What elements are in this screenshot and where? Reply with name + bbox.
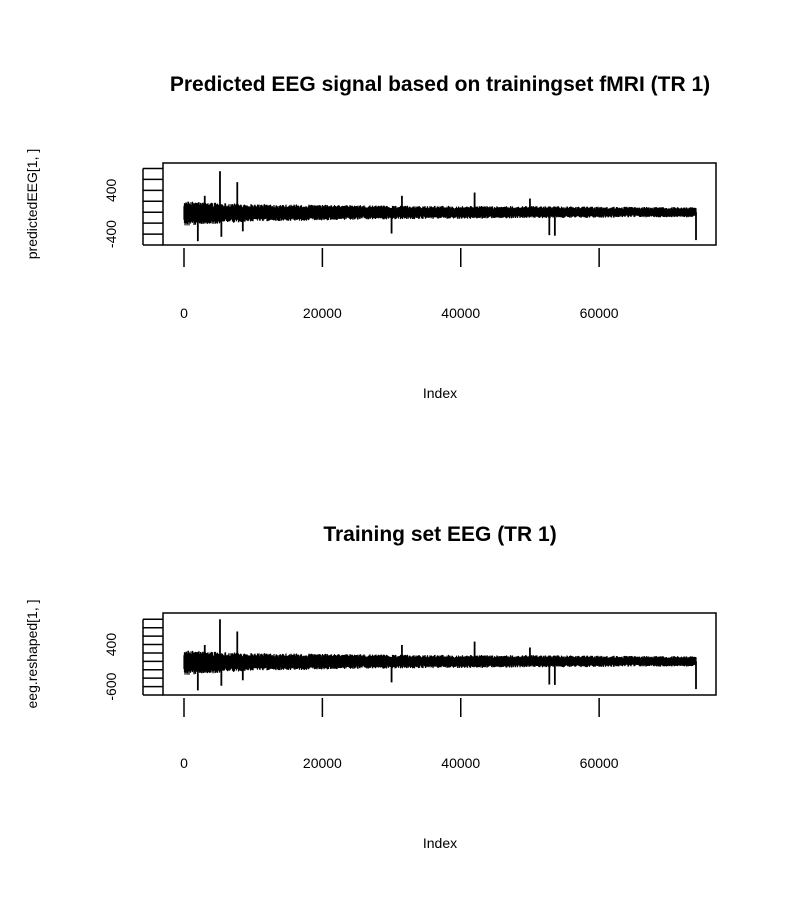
x-tick-label: 0: [180, 305, 188, 321]
y-tick-label: 400: [103, 178, 119, 202]
y-axis-label: eeg.reshaped[1, ]: [24, 600, 40, 709]
x-axis-label: Index: [423, 835, 457, 851]
chart-title: Training set EEG (TR 1): [323, 523, 556, 546]
x-tick-label: 40000: [441, 305, 480, 321]
x-tick-label: 20000: [303, 755, 342, 771]
plot-frame: [162, 162, 717, 246]
x-tick-label: 60000: [580, 305, 619, 321]
x-tick-label: 60000: [580, 755, 619, 771]
signal-line: [183, 201, 697, 226]
x-tick-label: 0: [180, 755, 188, 771]
chart-title: Predicted EEG signal based on trainingse…: [170, 73, 710, 96]
panel-predicted-eeg: Predicted EEG signal based on trainingse…: [24, 73, 717, 401]
y-axis-label: predictedEEG[1, ]: [24, 149, 40, 260]
y-tick-label: -600: [103, 672, 119, 700]
y-tick-label: 400: [103, 633, 119, 657]
signal-line: [183, 650, 697, 675]
plot-frame: [162, 612, 717, 696]
panel-training-eeg: Training set EEG (TR 1) -600 400 0 20000 4000…: [24, 523, 717, 851]
y-tick-label: -400: [103, 220, 119, 248]
x-axis-label: Index: [423, 385, 457, 401]
x-tick-label: 40000: [441, 755, 480, 771]
x-tick-label: 20000: [303, 305, 342, 321]
